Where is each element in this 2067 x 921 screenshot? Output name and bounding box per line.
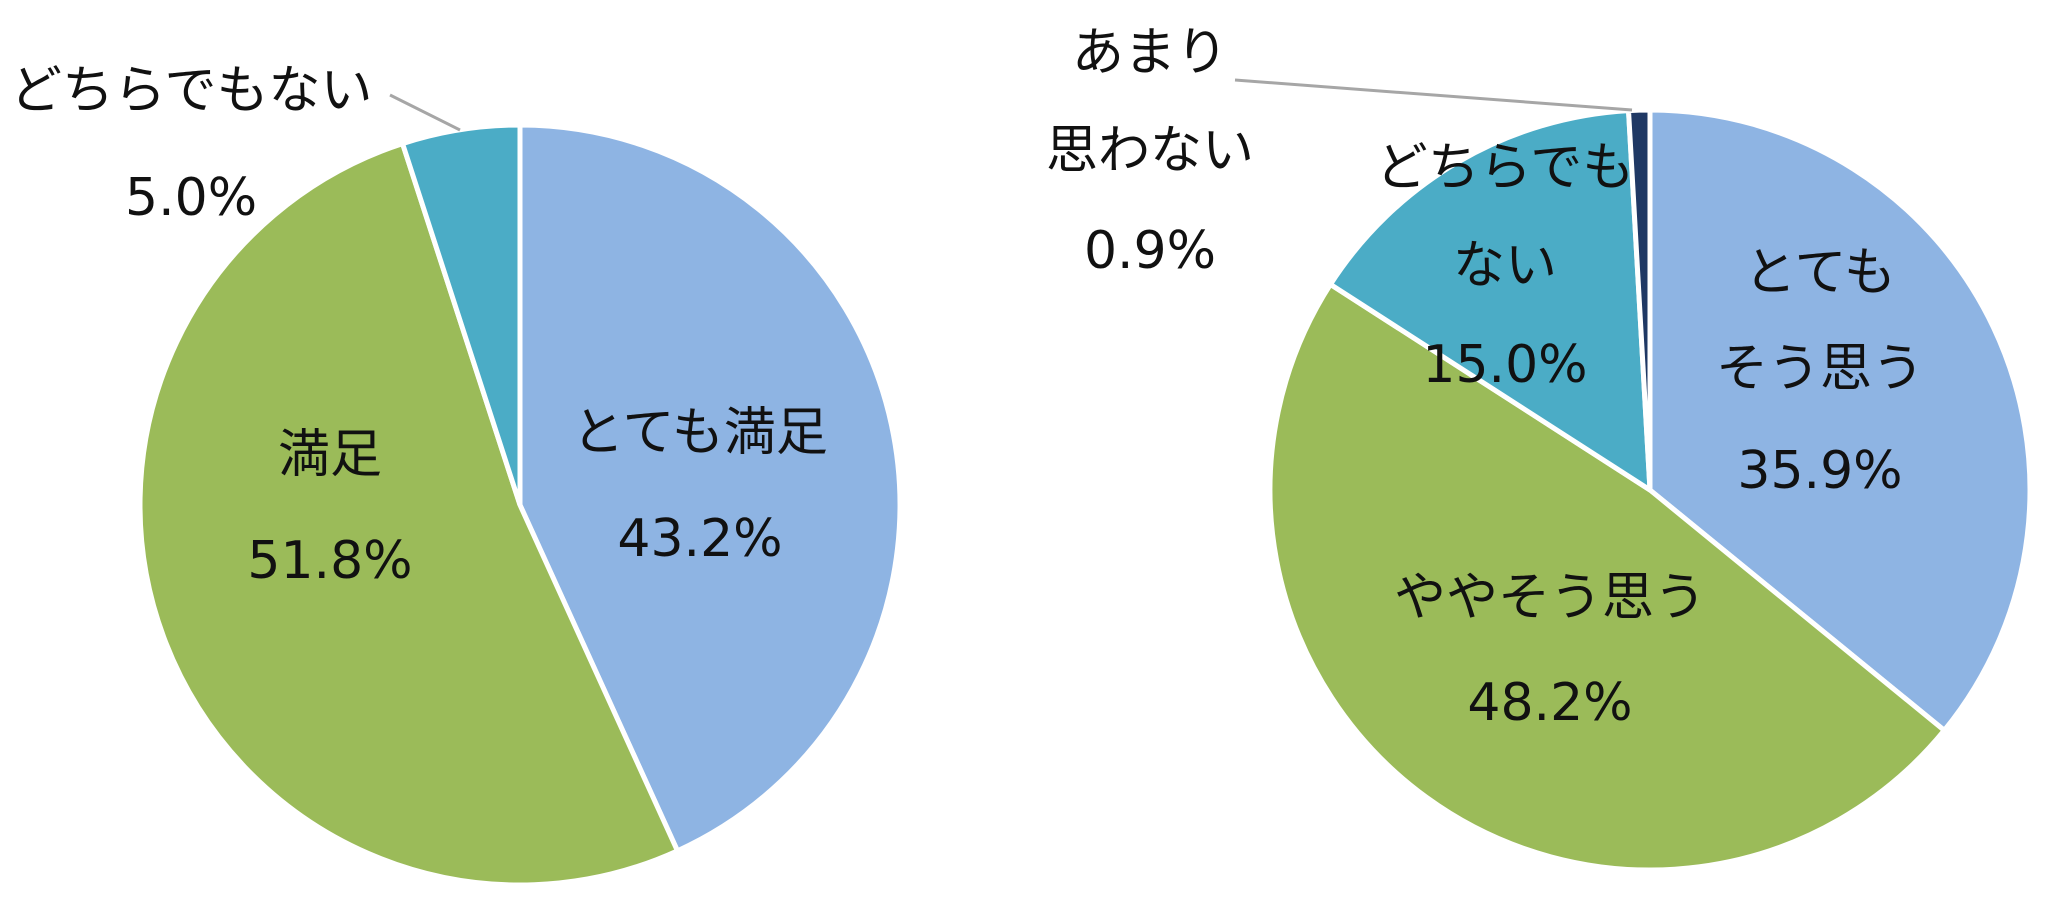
slice-label-disagree-line1: あまり	[1072, 23, 1228, 83]
slice-label-disagree-line2: 思わない	[1046, 121, 1254, 181]
slice-label-somewhat-agree: ややそう思う	[1394, 568, 1706, 628]
slice-value-very-satisfied: 43.2%	[617, 509, 782, 569]
slice-value-neither: 5.0%	[125, 168, 257, 228]
slice-value-neither: 15.0%	[1422, 335, 1587, 395]
slice-label-strongly-agree-line2: そう思う	[1716, 339, 1924, 399]
slice-label-neither-line1: どちらでも	[1376, 138, 1634, 198]
pie-slice-satisfied	[137, 140, 681, 888]
pie-slice-somewhat-agree	[1267, 280, 1948, 873]
pie-slice-strongly-agree	[1647, 107, 2033, 734]
slice-label-strongly-agree-line1: とても	[1744, 243, 1896, 303]
slice-value-satisfied: 51.8%	[247, 531, 412, 591]
pie-slice-very-satisfied	[517, 122, 903, 855]
slice-label-neither: どちらでもない	[10, 61, 372, 121]
slice-label-satisfied: 満足	[278, 425, 382, 485]
pie-chart-satisfaction: とても満足 43.2% 満足 51.8% どちらでもない 5.0%	[10, 61, 903, 888]
pie-slice-neither	[1326, 107, 1653, 495]
leader-line-disagree	[1234, 78, 1633, 112]
pie-slice-neither	[399, 122, 523, 506]
slice-label-very-satisfied: とても満足	[572, 403, 828, 463]
slice-value-somewhat-agree: 48.2%	[1467, 673, 1632, 733]
pie-chart-agreement: とても そう思う 35.9% ややそう思う 48.2% どちらでも ない 15.…	[1046, 23, 2033, 873]
leader-line-neither	[389, 93, 461, 132]
slice-value-strongly-agree: 35.9%	[1737, 441, 1902, 501]
slice-value-disagree: 0.9%	[1084, 221, 1216, 281]
slice-label-neither-line2: ない	[1453, 236, 1557, 296]
